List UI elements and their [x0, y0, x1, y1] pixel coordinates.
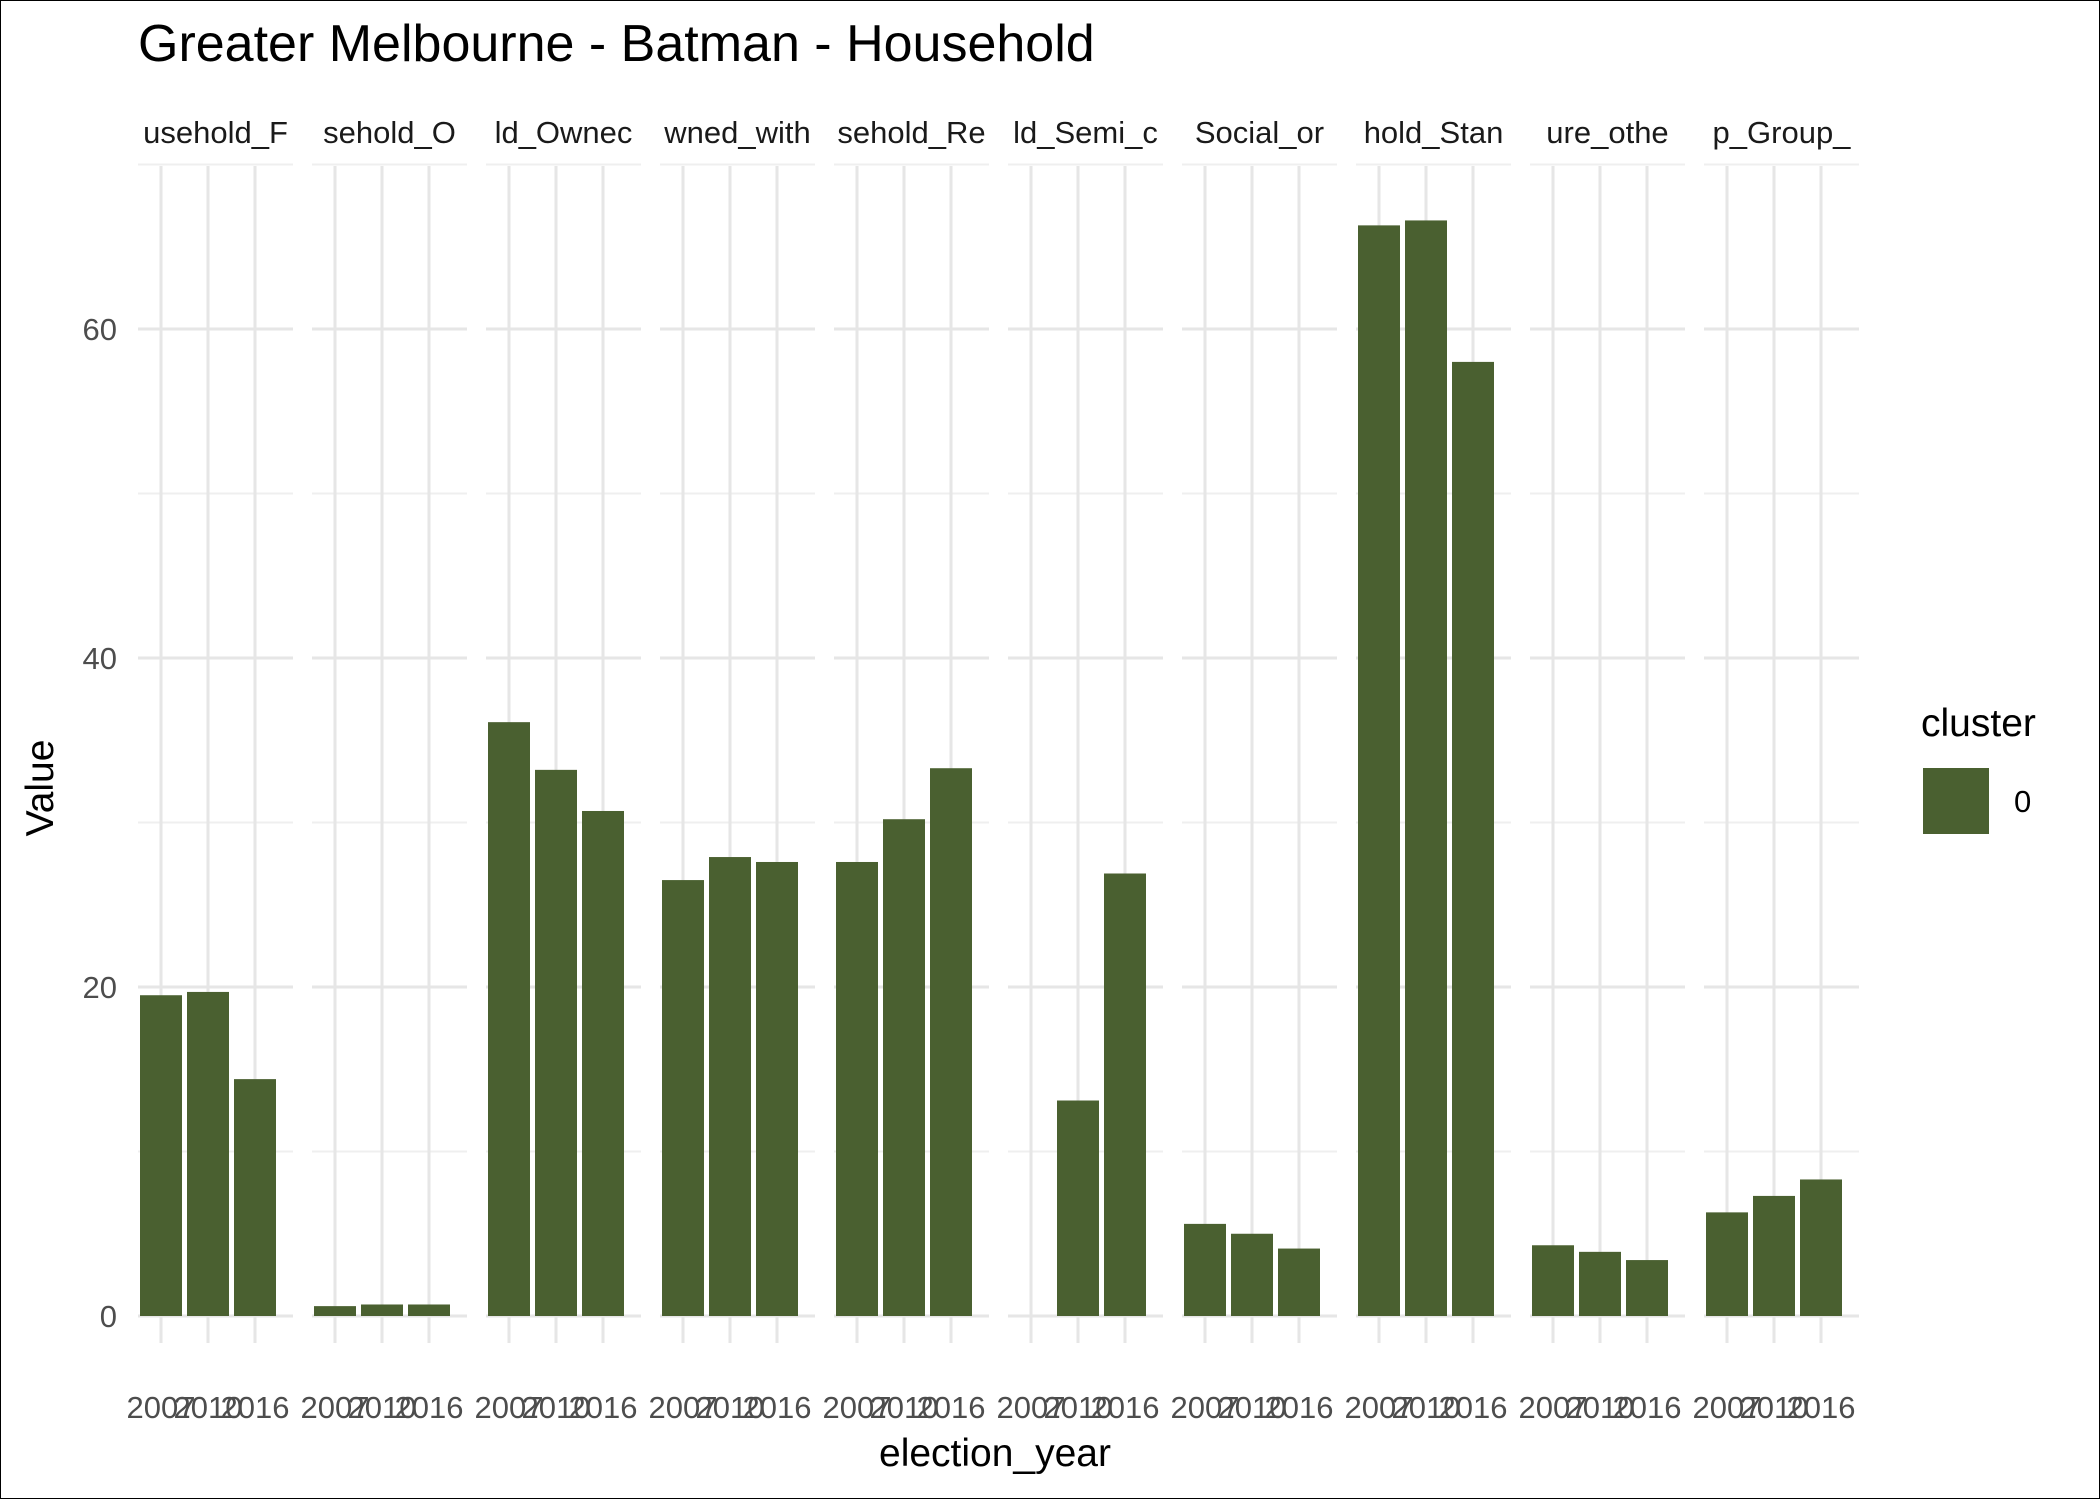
- y-tick-label: 20: [83, 970, 117, 1005]
- bar: [1753, 1195, 1795, 1316]
- x-tick-label: 2007: [301, 1390, 370, 1425]
- bar: [1626, 1260, 1668, 1316]
- bar: [187, 991, 229, 1316]
- legend: cluster 0: [1921, 702, 2036, 834]
- x-tick-label: 2016: [395, 1390, 464, 1425]
- facet-strip-label: Social_or: [1195, 115, 1324, 150]
- bar: [1057, 1100, 1099, 1316]
- x-axis-title: election_year: [879, 1432, 1111, 1475]
- legend-label-cluster-0: 0: [2014, 784, 2031, 819]
- facet-strip-label: usehold_F: [143, 115, 288, 150]
- bar: [756, 861, 798, 1316]
- x-tick-label: 2010: [174, 1390, 243, 1425]
- x-tick-label: 2010: [696, 1390, 765, 1425]
- bar: [1405, 220, 1447, 1317]
- x-tick-label: 2016: [1265, 1390, 1334, 1425]
- facet-strip-label: wned_with: [663, 115, 810, 150]
- legend-title: cluster: [1921, 702, 2036, 745]
- bar: [234, 1079, 276, 1316]
- x-tick-label: 2016: [569, 1390, 638, 1425]
- bar: [582, 810, 624, 1316]
- x-tick-label: 2007: [649, 1390, 718, 1425]
- x-tick-label: 2016: [1091, 1390, 1160, 1425]
- facet-panels: usehold_F200720102016sehold_O20072010201…: [83, 115, 1859, 1425]
- x-tick-label: 2016: [917, 1390, 986, 1425]
- bar: [1231, 1233, 1273, 1316]
- bar: [361, 1304, 403, 1316]
- bar: [1706, 1212, 1748, 1316]
- x-tick-label: 2010: [1740, 1390, 1809, 1425]
- chart-title: Greater Melbourne - Batman - Household: [138, 15, 1095, 73]
- bar: [1800, 1179, 1842, 1316]
- x-tick-label: 2007: [823, 1390, 892, 1425]
- facet-strip-label: p_Group_: [1713, 115, 1852, 150]
- x-tick-label: 2007: [1171, 1390, 1240, 1425]
- x-tick-label: 2010: [348, 1390, 417, 1425]
- facet-strip-label: sehold_O: [323, 115, 456, 150]
- bar: [1532, 1245, 1574, 1316]
- x-tick-label: 2010: [1392, 1390, 1461, 1425]
- x-tick-label: 2007: [127, 1390, 196, 1425]
- bar: [140, 995, 182, 1316]
- y-tick-label: 40: [83, 641, 117, 676]
- bar: [930, 768, 972, 1316]
- bar: [1278, 1248, 1320, 1316]
- x-tick-label: 2007: [1519, 1390, 1588, 1425]
- bar: [1358, 225, 1400, 1317]
- bar: [1452, 361, 1494, 1316]
- x-tick-label: 2016: [1439, 1390, 1508, 1425]
- y-axis-title: Value: [19, 740, 62, 837]
- x-tick-label: 2007: [1345, 1390, 1414, 1425]
- bar: [535, 769, 577, 1316]
- facet-strip-label: ld_Ownec: [495, 115, 633, 150]
- y-tick-label: 0: [100, 1299, 117, 1334]
- x-tick-label: 2010: [1566, 1390, 1635, 1425]
- x-tick-label: 2007: [475, 1390, 544, 1425]
- bar: [314, 1306, 356, 1316]
- x-tick-label: 2007: [997, 1390, 1066, 1425]
- x-tick-label: 2016: [1787, 1390, 1856, 1425]
- bar: [1184, 1223, 1226, 1316]
- x-tick-label: 2010: [522, 1390, 591, 1425]
- bar: [1104, 873, 1146, 1316]
- bar: [883, 819, 925, 1316]
- x-tick-label: 2010: [1044, 1390, 1113, 1425]
- x-tick-label: 2016: [743, 1390, 812, 1425]
- bar: [709, 857, 751, 1316]
- facet-strip-label: ure_othe: [1546, 115, 1668, 150]
- facet-strip-label: hold_Stan: [1364, 115, 1504, 150]
- bar: [1579, 1251, 1621, 1316]
- x-tick-label: 2007: [1693, 1390, 1762, 1425]
- x-tick-label: 2016: [221, 1390, 290, 1425]
- legend-key-cluster-0: [1923, 768, 1989, 834]
- x-tick-label: 2010: [870, 1390, 939, 1425]
- bar: [488, 722, 530, 1316]
- x-tick-label: 2010: [1218, 1390, 1287, 1425]
- bar: [662, 880, 704, 1316]
- facet-strip-label: sehold_Re: [837, 115, 985, 150]
- facet-strip-label: ld_Semi_c: [1013, 115, 1158, 150]
- y-tick-label: 60: [83, 312, 117, 347]
- bar: [408, 1304, 450, 1316]
- x-tick-label: 2016: [1613, 1390, 1682, 1425]
- bar: [836, 861, 878, 1316]
